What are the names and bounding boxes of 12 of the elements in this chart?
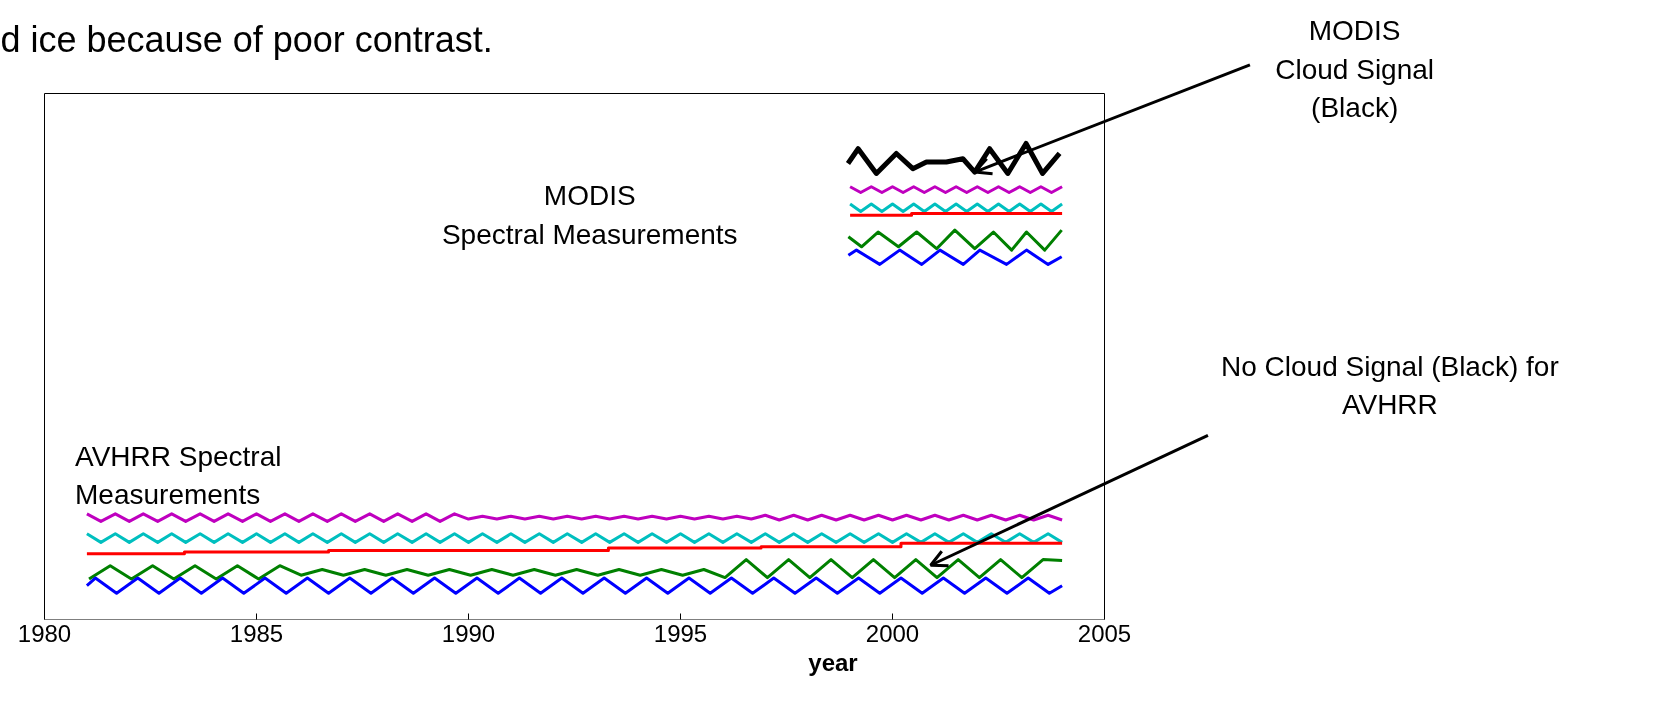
x-tick-label: 1980: [17, 619, 72, 647]
annotation: AVHRR Spectral Measurements: [75, 440, 282, 511]
x-tick-label: 2000: [865, 619, 920, 647]
annotation: MODIS Spectral Measurements: [441, 180, 738, 250]
x-tick-label: 1995: [653, 619, 708, 647]
annotation: MODIS Cloud Signal (Black): [1275, 14, 1435, 124]
x-axis-title: year: [808, 648, 858, 676]
chart-title: d ice because of poor contrast.: [0, 18, 493, 60]
x-tick-label: 1990: [441, 619, 496, 647]
x-tick-label: 2005: [1077, 619, 1132, 647]
x-tick-label: 1985: [229, 619, 284, 647]
annotation: No Cloud Signal (Black) for AVHRR: [1221, 350, 1559, 421]
